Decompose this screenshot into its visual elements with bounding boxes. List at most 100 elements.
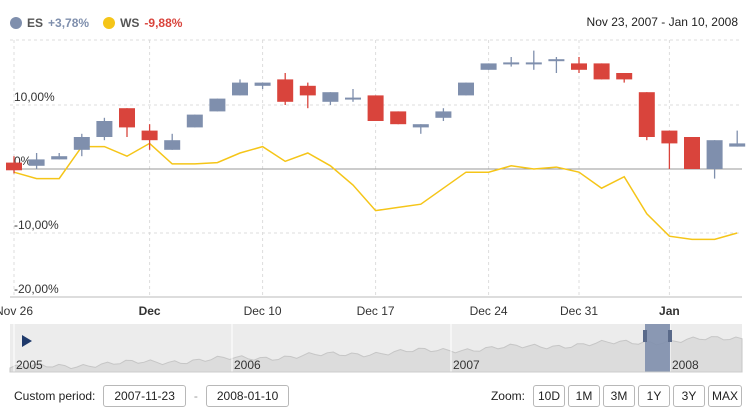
es-candle: [28, 153, 45, 169]
candle-body: [616, 73, 633, 80]
es-candle: [706, 140, 723, 179]
candle-body: [706, 140, 723, 169]
es-candle: [6, 156, 22, 174]
es-candle: [96, 117, 113, 141]
start-date-input[interactable]: 2007-11-23: [103, 385, 186, 407]
candle-body: [141, 130, 158, 141]
candle-body: [345, 97, 361, 100]
x-tick-label: Dec 17: [357, 304, 395, 318]
es-candle: [254, 82, 271, 89]
zoom-1m-button[interactable]: 1M: [567, 385, 600, 407]
es-candle: [458, 82, 474, 96]
y-tick-label: 10,00%: [14, 90, 55, 104]
candle-body: [367, 95, 384, 121]
x-tick-label: Dec 24: [470, 304, 508, 318]
candle-body: [277, 79, 294, 102]
es-candle: [412, 124, 429, 134]
es-candle: [435, 108, 452, 121]
candle-body: [661, 130, 678, 144]
candle-body: [525, 62, 542, 65]
x-tick-label: Dec 10: [244, 304, 282, 318]
legend-series-change: +3,78%: [48, 16, 90, 30]
candle-body: [480, 63, 497, 70]
play-icon: [22, 335, 32, 347]
candle-body: [299, 85, 316, 96]
navigator-year-label: 2006: [234, 358, 261, 372]
candle-body: [51, 156, 68, 160]
candle-body: [96, 121, 113, 137]
y-tick-label: -10,00%: [14, 218, 59, 232]
chart-grid: [10, 39, 742, 298]
candle-body: [73, 137, 90, 150]
candle-body: [119, 108, 135, 128]
candle-body: [435, 111, 452, 118]
es-candle: [593, 63, 610, 80]
x-tick-label: Nov 26: [0, 304, 33, 318]
candle-body: [254, 82, 271, 86]
date-separator: -: [193, 389, 198, 403]
candle-body: [458, 82, 474, 96]
navigator-handle-left: [643, 330, 647, 342]
es-candle: [638, 92, 655, 141]
legend-item-ws[interactable]: WS -9,88%: [103, 16, 182, 30]
candle-body: [412, 124, 429, 128]
legend-dot-es: [10, 17, 22, 29]
candle-body: [390, 111, 407, 125]
zoom-label: Zoom:: [490, 389, 525, 403]
es-candle: [525, 50, 542, 70]
es-candle: [661, 130, 678, 169]
navigator-selection: [645, 324, 670, 372]
legend-series-name: ES: [27, 16, 44, 30]
y-tick-label: -20,00%: [14, 282, 59, 296]
candle-body: [186, 114, 203, 128]
x-tick-label: Dec 31: [560, 304, 598, 318]
zoom-10d-button[interactable]: 10D: [532, 385, 565, 407]
es-candle: [277, 73, 294, 105]
es-candle: [164, 133, 181, 150]
es-candle: [729, 130, 746, 147]
candle-body: [232, 82, 248, 96]
navigator-handle-right: [668, 330, 672, 342]
es-candle: [186, 114, 203, 128]
zoom-3y-button[interactable]: 3Y: [672, 385, 705, 407]
es-candle: [390, 111, 407, 125]
es-candle: [616, 73, 633, 83]
zoom-3m-button[interactable]: 3M: [602, 385, 635, 407]
custom-period-label: Custom period:: [14, 389, 96, 403]
candle-body: [28, 159, 45, 166]
navigator-year-label: 2007: [453, 358, 480, 372]
es-candle: [480, 63, 497, 70]
legend-series-change: -9,88%: [144, 16, 183, 30]
legend-series-name: WS: [120, 16, 140, 30]
legend-item-es[interactable]: ES +3,78%: [10, 16, 89, 30]
x-tick-label: Jan: [659, 304, 680, 318]
candle-body: [593, 63, 610, 80]
period-controls: Custom period: 2007-11-23 - 2008-01-10 Z…: [14, 384, 742, 408]
candle-body: [322, 92, 339, 102]
es-candle: [299, 82, 316, 109]
es-candle: [571, 57, 587, 73]
candle-body: [684, 137, 700, 169]
candle-body: [209, 98, 226, 112]
es-candle: [232, 79, 248, 96]
date-range-display: Nov 23, 2007 - Jan 10, 2008: [586, 15, 738, 29]
zoom-1y-button[interactable]: 1Y: [637, 385, 670, 407]
candle-body: [6, 162, 22, 171]
navigator-year-label: 2008: [672, 358, 699, 372]
candle-body: [503, 62, 520, 65]
es-candle: [548, 57, 565, 73]
chart-legend: ES +3,78% WS -9,88%: [10, 14, 182, 32]
candle-body: [571, 63, 587, 70]
es-candle: [51, 153, 68, 160]
es-candle: [73, 133, 90, 157]
es-candle: [503, 57, 520, 67]
es-candle: [209, 98, 226, 112]
candle-body: [729, 143, 746, 147]
candle-body: [548, 59, 565, 62]
zoom-max-button[interactable]: MAX: [707, 385, 742, 407]
end-date-input[interactable]: 2008-01-10: [205, 385, 290, 407]
x-axis-labels: Nov 26 Dec Dec 10 Dec 17 Dec 24 Dec 31 Jan: [0, 304, 680, 318]
es-candle: [119, 108, 135, 137]
es-candle: [684, 137, 700, 169]
